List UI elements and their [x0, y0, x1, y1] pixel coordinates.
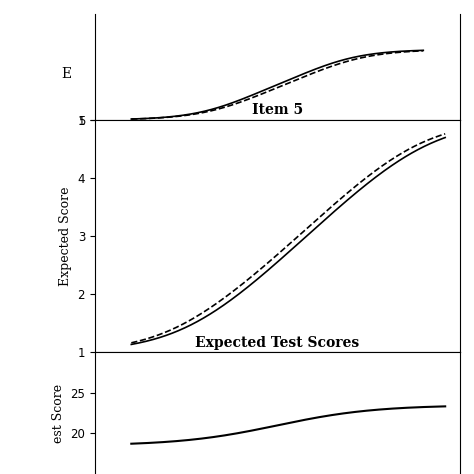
X-axis label: Standardized Latent Trait: Standardized Latent Trait: [187, 148, 368, 161]
X-axis label: Standardized Latent Trait: Standardized Latent Trait: [187, 381, 368, 394]
Y-axis label: E: E: [62, 67, 72, 81]
Y-axis label: est Score: est Score: [52, 383, 64, 443]
Title: Expected Test Scores: Expected Test Scores: [195, 336, 359, 350]
Y-axis label: Expected Score: Expected Score: [59, 186, 72, 286]
Title: Item 5: Item 5: [252, 103, 303, 118]
